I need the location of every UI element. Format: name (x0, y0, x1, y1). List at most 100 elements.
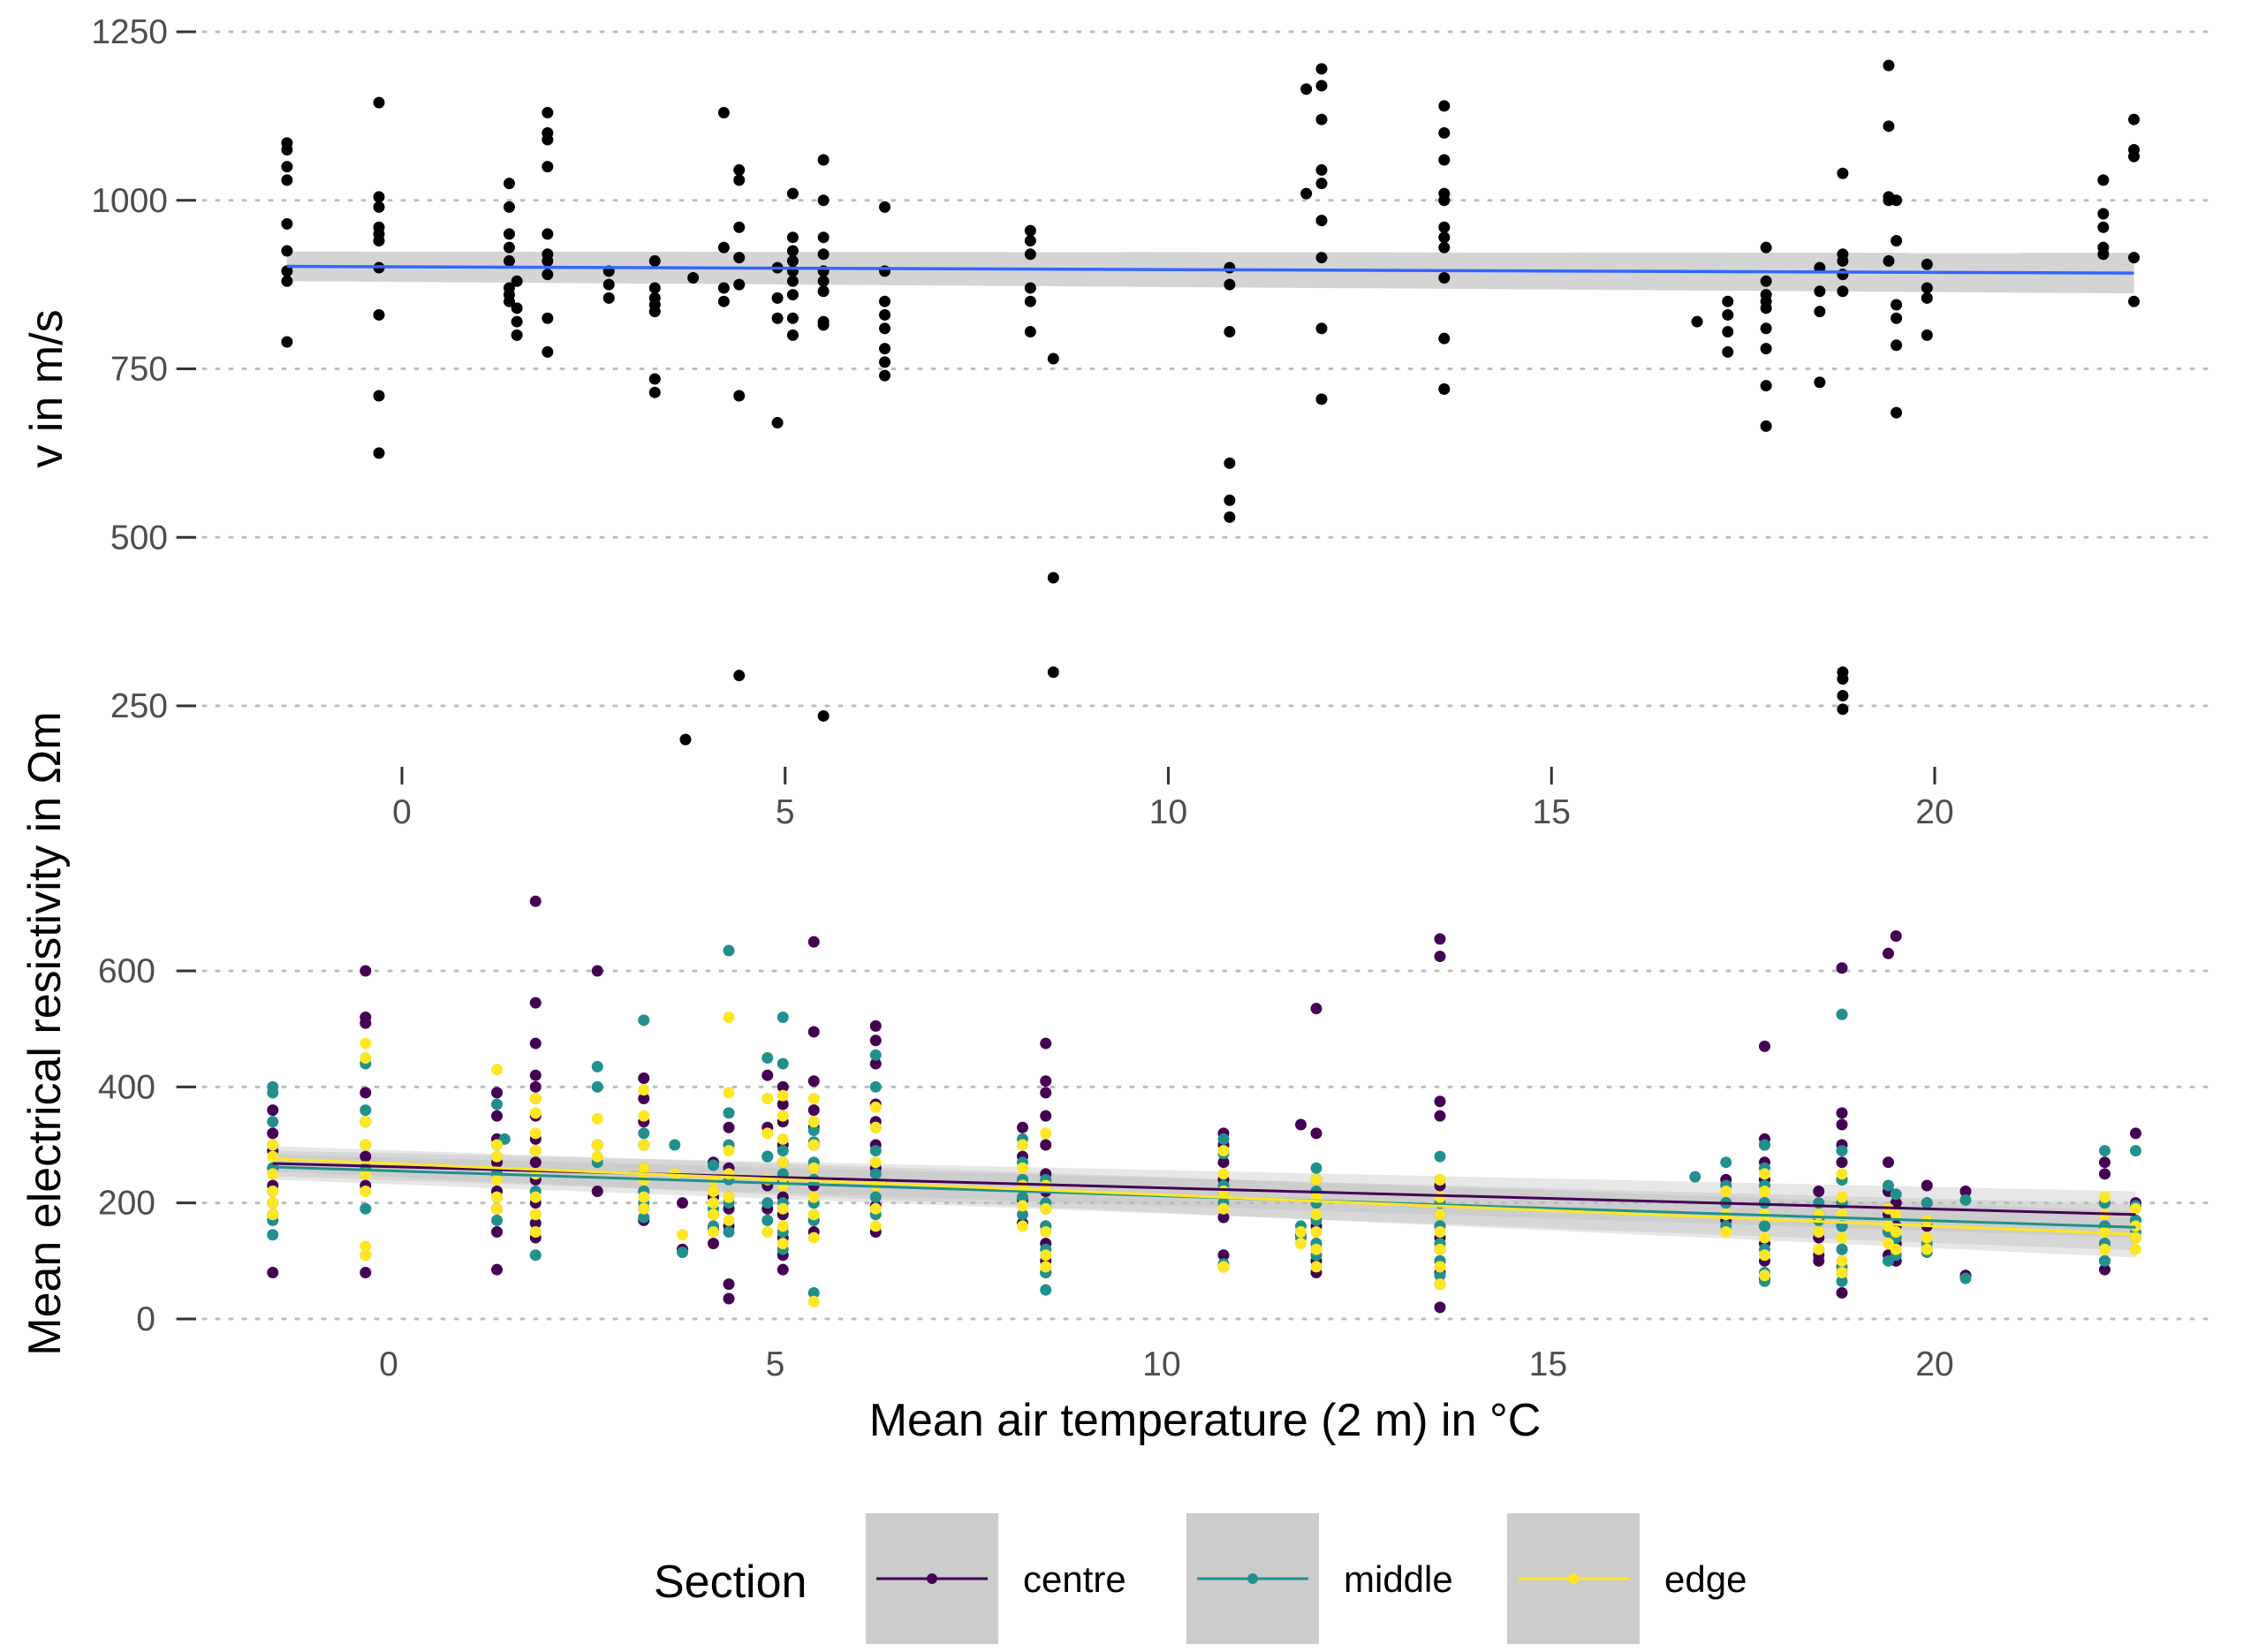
bottom-point-edge (360, 1139, 372, 1151)
top-point (1438, 221, 1451, 233)
top-point (1691, 315, 1703, 328)
bottom-point-edge (777, 1202, 789, 1215)
top-point (817, 285, 830, 298)
bottom-point-middle (1921, 1197, 1933, 1209)
bottom-point-edge (777, 1220, 789, 1232)
bottom-point-edge (677, 1229, 688, 1241)
top-point (373, 201, 385, 213)
bottom-point-middle (708, 1159, 719, 1171)
bottom-point-centre (2130, 1127, 2141, 1140)
bottom-point-edge (1890, 1209, 1902, 1221)
bottom-point-edge (360, 1116, 372, 1128)
bottom-x-tick-label: 10 (1142, 1345, 1180, 1383)
top-point (648, 282, 661, 294)
bottom-point-middle (762, 1197, 774, 1209)
bottom-point-edge (777, 1089, 789, 1102)
top-trend (286, 264, 2134, 275)
bottom-point-middle (360, 1202, 372, 1215)
top-grid (175, 30, 2210, 708)
bottom-point-edge (267, 1150, 279, 1163)
bottom-x-tick-label: 15 (1529, 1345, 1567, 1383)
top-y-axis-title: v in m/s (21, 309, 72, 467)
bottom-point-edge (1295, 1226, 1307, 1238)
top-point (771, 417, 784, 429)
top-point (1837, 254, 1849, 267)
bottom-point-middle (1959, 1194, 1972, 1206)
top-point (733, 390, 746, 402)
bottom-point-edge (491, 1191, 503, 1203)
bottom-point-middle (869, 1049, 882, 1061)
bottom-point-centre (1813, 1254, 1825, 1267)
top-point (1837, 672, 1849, 685)
top-point (1883, 254, 1895, 267)
bottom-point-edge (807, 1231, 820, 1244)
top-point (1024, 224, 1036, 237)
top-point (1760, 420, 1772, 432)
bottom-point-middle (1836, 1275, 1848, 1287)
bottom-point-centre (491, 1110, 503, 1122)
top-point (1224, 494, 1236, 506)
bottom-point-edge (267, 1209, 279, 1221)
top-point (679, 733, 692, 746)
bottom-point-edge (723, 1012, 735, 1024)
bottom-point-edge (1434, 1173, 1446, 1186)
top-point (817, 709, 830, 722)
bottom-point-centre (591, 965, 603, 977)
bottom-point-edge (869, 1156, 882, 1169)
bottom-point-centre (869, 1057, 882, 1070)
top-point (542, 161, 554, 173)
top-point (733, 670, 746, 682)
bottom-point-middle (267, 1229, 279, 1241)
bottom-point-edge (1017, 1139, 1028, 1151)
bottom-point-centre (491, 1226, 503, 1238)
top-point (1438, 194, 1451, 207)
bottom-y-tick-label: 200 (98, 1185, 155, 1223)
top-point (879, 295, 891, 307)
bottom-point-edge (1017, 1200, 1028, 1212)
bottom-point-centre (360, 1087, 372, 1099)
top-point (373, 235, 385, 247)
top-point (373, 308, 385, 321)
top-point (511, 329, 523, 341)
bottom-point-centre (1836, 1286, 1848, 1299)
top-point (373, 96, 385, 109)
bottom-point-centre (1017, 1121, 1028, 1133)
bottom-point-centre (529, 895, 542, 907)
bottom-point-edge (1434, 1191, 1446, 1203)
bottom-point-centre (360, 1266, 372, 1278)
top-point (648, 306, 661, 318)
bottom-point-middle (869, 1145, 882, 1157)
bottom-point-edge (777, 1179, 789, 1192)
top-point (1891, 194, 1903, 207)
bottom-point-middle (677, 1246, 688, 1258)
top-point (503, 254, 515, 267)
bottom-point-edge (1836, 1168, 1848, 1180)
top-point (373, 390, 385, 402)
bottom-point-centre (807, 1026, 820, 1038)
legend: Section centre middle edge (654, 1513, 1747, 1644)
top-y-tick-label: 500 (110, 519, 168, 557)
bottom-point-centre (1959, 1186, 1972, 1198)
legend-title: Section (654, 1557, 807, 1608)
top-point (1722, 345, 1734, 358)
top-point (1438, 231, 1451, 244)
top-point (1438, 126, 1451, 139)
bottom-point-edge (1040, 1127, 1052, 1140)
bottom-point-middle (1434, 1150, 1446, 1163)
bottom-panel: 0 200 400 600 0 5 10 15 20 Mean air temperature… (98, 895, 2210, 1446)
top-point (503, 178, 515, 190)
bottom-point-edge (1040, 1226, 1052, 1238)
bottom-point-edge (762, 1226, 774, 1238)
top-point (817, 194, 830, 207)
bottom-point-middle (1040, 1284, 1052, 1296)
bottom-point-middle (267, 1116, 279, 1128)
bottom-point-edge (1813, 1243, 1825, 1255)
bottom-x-tick-label: 0 (379, 1345, 398, 1383)
top-point (503, 295, 515, 307)
top-point (1891, 406, 1903, 419)
bottom-point-middle (638, 1127, 650, 1140)
bottom-point-middle (762, 1150, 774, 1163)
bottom-x-tick-label: 20 (1915, 1345, 1953, 1383)
bottom-point-centre (1310, 1003, 1322, 1015)
bottom-point-middle (2099, 1145, 2110, 1157)
